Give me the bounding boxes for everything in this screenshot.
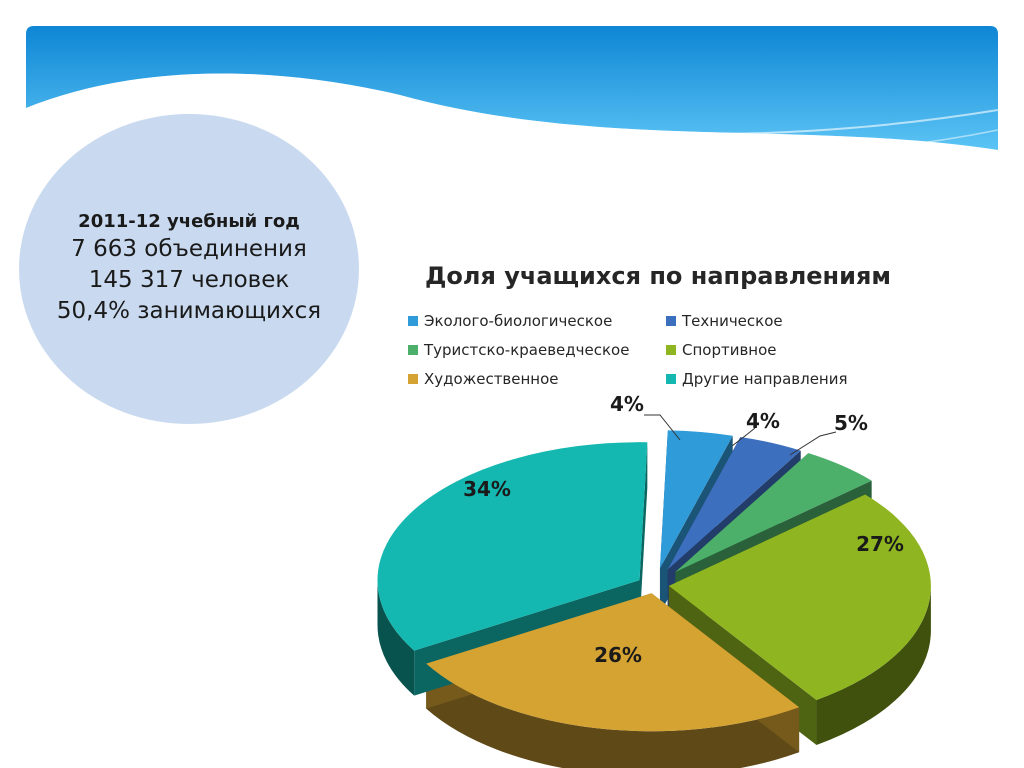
legend-item-sport: Спортивное bbox=[666, 341, 876, 359]
associations-count: 7 663 объединения bbox=[71, 236, 307, 262]
data-label: 27% bbox=[856, 532, 904, 556]
pie-slice bbox=[426, 593, 800, 732]
leader-line bbox=[644, 414, 681, 441]
school-year: 2011-12 учебный год bbox=[78, 211, 300, 232]
legend-label: Художественное bbox=[424, 370, 559, 388]
legend-swatch bbox=[666, 345, 676, 355]
pie-slice-side bbox=[426, 663, 800, 768]
data-label: 26% bbox=[594, 643, 642, 667]
pie-slice-side bbox=[816, 585, 931, 745]
legend-swatch bbox=[666, 316, 676, 326]
legend-label: Эколого-биологическое bbox=[424, 312, 613, 330]
pie-slice bbox=[667, 436, 801, 570]
pie-slice-side bbox=[377, 580, 415, 696]
chart-title: Доля учащихся по направлениям bbox=[425, 262, 891, 290]
legend-item-tourism: Туристско-краеведческое bbox=[408, 341, 666, 359]
legend-label: Техническое bbox=[682, 312, 783, 330]
legend-item-art: Художественное bbox=[408, 370, 666, 388]
legend-item-eco: Эколого-биологическое bbox=[408, 312, 666, 330]
legend-label: Другие направления bbox=[682, 370, 848, 388]
chart-legend: Эколого-биологическое Техническое Турист… bbox=[408, 312, 878, 388]
leader-line bbox=[789, 431, 837, 456]
pie-slice-wall bbox=[639, 442, 648, 626]
leader-line bbox=[731, 427, 756, 447]
legend-item-tech: Техническое bbox=[666, 312, 876, 330]
data-label: 4% bbox=[746, 409, 780, 433]
legend-label: Спортивное bbox=[682, 341, 777, 359]
legend-swatch bbox=[408, 374, 418, 384]
pie-slice bbox=[377, 442, 648, 651]
pie-slice bbox=[675, 453, 872, 572]
pie-slice bbox=[659, 430, 733, 569]
people-count: 145 317 человек bbox=[88, 267, 290, 293]
legend-label: Туристско-краеведческое bbox=[424, 341, 630, 359]
pie-slice bbox=[668, 494, 931, 700]
data-label: 34% bbox=[463, 477, 511, 501]
legend-item-other: Другие направления bbox=[666, 370, 876, 388]
header-wave-banner bbox=[26, 26, 999, 160]
legend-swatch bbox=[666, 374, 676, 384]
data-label: 4% bbox=[610, 392, 644, 416]
info-circle: 2011-12 учебный год 7 663 объединения 14… bbox=[19, 114, 359, 424]
participation-share: 50,4% занимающихся bbox=[56, 298, 322, 324]
legend-swatch bbox=[408, 316, 418, 326]
legend-swatch bbox=[408, 345, 418, 355]
data-label: 5% bbox=[834, 411, 868, 435]
